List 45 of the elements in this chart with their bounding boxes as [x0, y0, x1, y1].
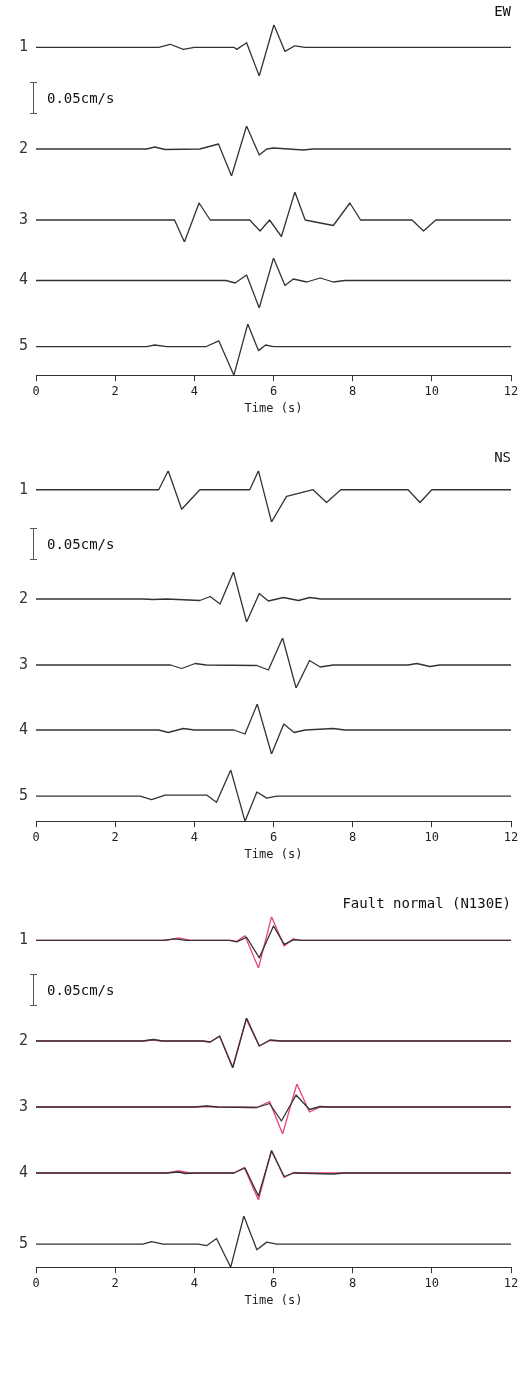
x-axis-title: Time (s) [244, 400, 303, 415]
series-label: 5 [18, 336, 28, 355]
x-tick-label: 10 [424, 829, 440, 844]
series-label: 1 [18, 479, 28, 498]
series-label: 1 [18, 930, 28, 949]
x-tick-label: 6 [269, 829, 278, 844]
x-tick-label: 12 [503, 829, 519, 844]
x-tick-label: 2 [111, 383, 119, 398]
x-tick-label: 12 [503, 1275, 519, 1290]
series-label: 1 [18, 37, 28, 56]
x-tick-label: 8 [349, 1275, 357, 1290]
x-axis-title: Time (s) [244, 846, 303, 861]
x-tick-label: 4 [190, 1275, 198, 1290]
x-tick-label: 10 [424, 1275, 440, 1290]
series-label: 3 [18, 1096, 28, 1115]
x-tick-label: 6 [269, 1275, 278, 1290]
series-label: 3 [18, 209, 28, 228]
text: 0.05cm/s [47, 90, 115, 106]
series-label: 2 [18, 138, 28, 157]
x-tick-label: 2 [111, 829, 119, 844]
chart-title: Fault normal (N130E) [342, 895, 511, 912]
x-tick-label: 4 [190, 829, 198, 844]
x-tick-label: 0 [32, 1275, 40, 1290]
chart-title: NS [494, 449, 511, 466]
x-tick-label: 10 [424, 383, 440, 398]
x-tick-label: 12 [503, 383, 519, 398]
series-label: 5 [18, 786, 28, 804]
series-label: 5 [18, 1234, 28, 1253]
x-axis-title: Time (s) [244, 1292, 303, 1307]
x-tick-label: 0 [32, 383, 40, 398]
series-label: 4 [18, 1162, 28, 1181]
series-label: 4 [18, 270, 28, 289]
x-tick-label: 8 [349, 829, 357, 844]
x-tick-label: 4 [190, 383, 198, 398]
text: 0.05cm/s [47, 536, 115, 552]
x-tick-label: 2 [111, 1275, 119, 1290]
series-label: 2 [18, 588, 28, 607]
x-tick-label: 0 [32, 829, 40, 844]
series-label: 2 [18, 1030, 28, 1049]
text: 0.05cm/s [47, 982, 115, 998]
chart-title: EW [494, 3, 512, 20]
series-label: 3 [18, 654, 28, 673]
series-label: 4 [18, 719, 28, 738]
x-tick-label: 8 [349, 383, 357, 398]
x-tick-label: 6 [269, 383, 278, 398]
